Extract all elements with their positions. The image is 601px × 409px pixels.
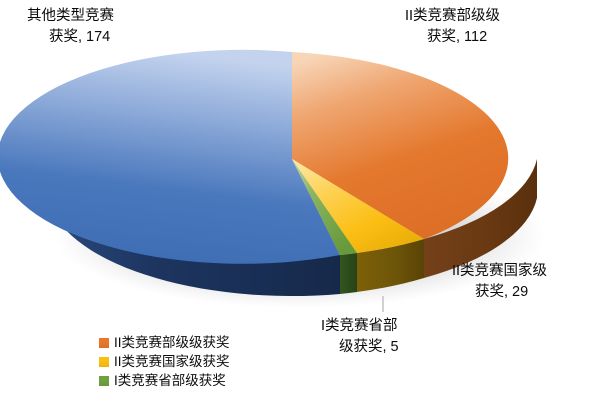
side-wall-bu xyxy=(424,159,537,278)
pie-slice-other xyxy=(0,49,340,264)
pie-slice-bu xyxy=(292,52,509,239)
legend-swatch-icon-sheng xyxy=(99,375,109,386)
legend-item-guojia[interactable]: II类竞赛国家级获奖 xyxy=(99,353,289,370)
data-label-bu: II类竞赛部级级 获奖, 112 xyxy=(405,6,500,48)
data-label-bu-line2: 获奖, 112 xyxy=(427,29,488,46)
data-label-other-line1: 其他类型竞赛 xyxy=(27,8,114,24)
legend-label-sheng: I类竞赛省部级获奖 xyxy=(114,372,226,388)
side-wall-sheng xyxy=(340,253,357,294)
data-label-sheng: I类竞赛省部 级获奖, 5 xyxy=(321,316,399,358)
legend-label-bu: II类竞赛部级级获奖 xyxy=(114,334,230,350)
data-label-bu-line1: II类竞赛部级级 xyxy=(405,8,501,24)
data-label-guojia: II类竞赛国家级 获奖, 29 xyxy=(452,261,547,303)
chart-legend: II类竞赛部级级获奖 II类竞赛国家级获奖 I类竞赛省部级获奖 xyxy=(99,334,289,391)
data-label-other-line2: 获奖, 174 xyxy=(49,29,111,46)
side-wall-guojia xyxy=(357,239,424,292)
data-label-guojia-line2: 获奖, 29 xyxy=(475,284,529,301)
pie-top-faces xyxy=(0,49,509,264)
legend-swatch-icon-bu xyxy=(99,337,109,348)
legend-item-sheng[interactable]: I类竞赛省部级获奖 xyxy=(99,372,289,389)
data-label-other: 其他类型竞赛 获奖, 174 xyxy=(27,6,114,48)
legend-label-guojia: II类竞赛国家级获奖 xyxy=(114,353,230,369)
pie-slice-sheng xyxy=(292,159,357,255)
data-label-guojia-line1: II类竞赛国家级 xyxy=(452,263,548,279)
legend-item-bu[interactable]: II类竞赛部级级获奖 xyxy=(99,334,289,351)
data-label-sheng-line2: 级获奖, 5 xyxy=(339,339,399,356)
data-label-sheng-line1: I类竞赛省部 xyxy=(321,318,398,334)
pie-slice-guojia xyxy=(292,159,424,253)
legend-swatch-icon-guojia xyxy=(99,356,109,367)
